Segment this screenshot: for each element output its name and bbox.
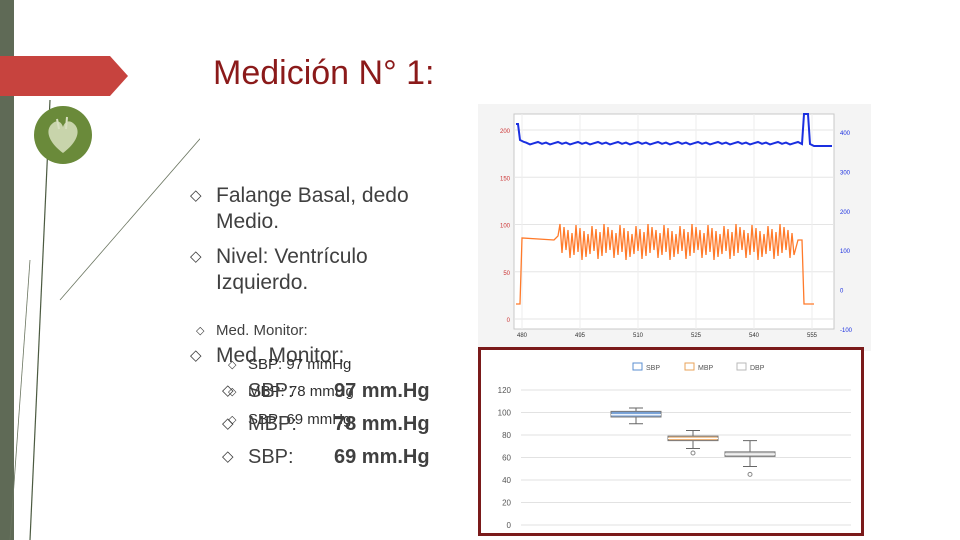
y-tick-label: 20 [502, 499, 511, 508]
sub-bullet-small-mbp: ◇ MBP: 78 mmHg [228, 383, 354, 401]
y-tick-label-right: 100 [840, 249, 851, 255]
outlier-point [690, 450, 696, 456]
sub-label: MBP: [248, 413, 297, 435]
x-tick-label: 525 [691, 333, 702, 339]
sub-label: SBP: [248, 380, 294, 402]
left-accent-strip [0, 0, 14, 540]
bullet-diamond-icon: ◇ [190, 248, 202, 265]
sub-value: 78 mmHg [288, 383, 354, 400]
y-tick-label: 0 [507, 521, 512, 530]
outlier-point [747, 471, 753, 477]
heart-logo-icon [34, 106, 92, 164]
bullet-diamond-icon: ◇ [190, 347, 202, 364]
sub-bullet-sbp: ◇ SBP: 97 mm.Hg [222, 378, 430, 404]
sub-value: 97 mmHg [286, 356, 352, 373]
sub-value: 97 mm.Hg [334, 380, 430, 402]
y-tick-label: 60 [502, 454, 511, 463]
boxplot-panel: SBP MBP DBP 120 100 80 60 40 20 0 [478, 347, 864, 536]
sub-label: MBP: [248, 383, 285, 400]
bullet-falange: ◇ Falange Basal, dedo Medio. [190, 183, 409, 235]
y-tick-label-right: 0 [840, 289, 844, 295]
bullet-med-monitor: ◇ Med. Monitor: [190, 343, 345, 369]
sub-value: 78 mm.Hg [334, 413, 430, 435]
x-tick-label: 510 [633, 333, 644, 339]
y-tick-label-left: 50 [503, 271, 510, 277]
bullet-diamond-icon: ◇ [222, 415, 234, 432]
bullet-diamond-icon: ◇ [228, 386, 237, 398]
x-tick-label: 495 [575, 333, 586, 339]
x-tick-label: 555 [807, 333, 818, 339]
bullet-nivel: ◇ Nivel: Ventrículo Izquierdo. [190, 244, 368, 296]
bullet-diamond-icon: ◇ [222, 382, 234, 399]
boxplot-svg: SBP MBP DBP 120 100 80 60 40 20 0 [498, 362, 851, 530]
sub-value: 69 mmHg [286, 411, 352, 428]
sub-bullet-mbp: ◇ MBP: 78 mm.Hg [222, 411, 430, 437]
series-line-orange [516, 223, 814, 305]
y-tick-label: 40 [502, 476, 511, 485]
legend-label: MBP [698, 365, 714, 372]
y-tick-label: 120 [498, 386, 512, 395]
bullet-text: Nivel: Ventrículo [216, 245, 368, 268]
legend-label: DBP [750, 365, 765, 372]
sub-label: SBP: [248, 411, 283, 428]
bullet-text: Med. Monitor: [216, 322, 308, 339]
sub-label: SBP: [248, 446, 294, 468]
bullet-med-monitor-small: ◇ Med. Monitor: [196, 322, 308, 340]
legend-label: SBP [646, 365, 660, 372]
y-tick-label-left: 100 [500, 224, 511, 230]
legend-swatch [632, 362, 643, 371]
bullet-text: Medio. [216, 210, 280, 233]
y-tick-label-left: 200 [500, 129, 511, 135]
y-tick-label-left: 0 [507, 318, 511, 324]
y-tick-label-right: 300 [840, 170, 851, 176]
x-tick-label: 540 [749, 333, 760, 339]
sub-bullet-small-sbp: ◇ SBP: 97 mmHg [228, 356, 352, 374]
sub-bullet-dbp: ◇ SBP: 69 mm.Hg [222, 444, 430, 470]
y-tick-label: 80 [502, 431, 511, 440]
bullet-text: Izquierdo. [216, 271, 309, 294]
decorative-lines [9, 99, 200, 540]
bullet-diamond-icon: ◇ [222, 448, 234, 465]
y-tick-label-left: 150 [500, 176, 511, 182]
pressure-waveform-graph: 200 150 100 50 0 400 300 200 100 0 -100 480 495 510 52… [478, 104, 871, 351]
bullet-text: Falange Basal, dedo [216, 184, 409, 207]
y-tick-label-right: 200 [840, 210, 851, 216]
sub-bullet-small-dbp: ◇ SBP: 69 mmHg [228, 411, 352, 429]
y-tick-label: 100 [498, 409, 512, 418]
slide-title: Medición N° 1: [213, 54, 435, 92]
y-tick-label-right: -100 [840, 328, 853, 334]
bullet-diamond-icon: ◇ [190, 187, 202, 204]
y-tick-label-right: 400 [840, 131, 851, 137]
sub-label: SBP: [248, 356, 283, 373]
bullet-diamond-icon: ◇ [228, 359, 237, 371]
bullet-diamond-icon: ◇ [228, 414, 237, 426]
x-tick-label: 480 [517, 333, 528, 339]
sub-value: 69 mm.Hg [334, 446, 430, 468]
bullet-diamond-icon: ◇ [196, 325, 205, 337]
legend-swatch [684, 362, 695, 371]
title-accent-tab [0, 56, 128, 96]
series-line-blue [516, 113, 832, 147]
legend-swatch [736, 362, 747, 371]
bullet-text: Med. Monitor: [216, 344, 345, 367]
